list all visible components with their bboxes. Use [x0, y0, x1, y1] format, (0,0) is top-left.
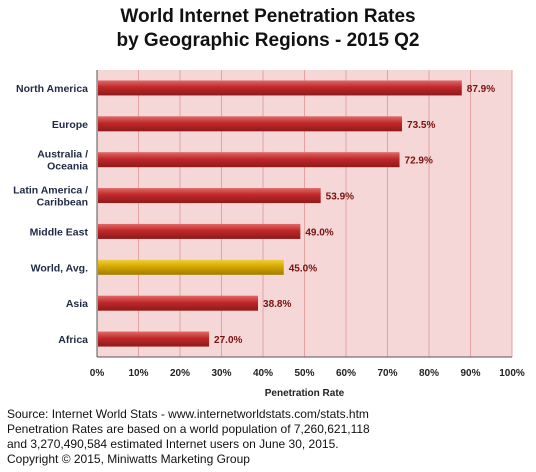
x-tick-label: 40% — [253, 368, 273, 379]
footer-population-line: Penetration Rates are based on a world p… — [7, 422, 370, 436]
category-label: Middle East — [30, 226, 89, 238]
x-tick-label: 50% — [294, 368, 314, 379]
x-tick-label: 100% — [499, 368, 525, 379]
x-tick-label: 30% — [211, 368, 231, 379]
bar-value-label: 72.9% — [405, 156, 433, 167]
bar-value-label: 38.8% — [263, 299, 291, 310]
bar — [98, 295, 259, 311]
chart-subtitle: by Geographic Regions - 2015 Q2 — [116, 30, 420, 51]
bar-value-label: 73.5% — [407, 120, 435, 131]
source-footer: Source: Internet World Stats - www.inter… — [7, 407, 370, 467]
category-label: Oceania — [47, 161, 88, 173]
bar-value-label: 27.0% — [214, 335, 242, 346]
x-tick-label: 10% — [128, 368, 148, 379]
bar — [98, 259, 284, 275]
bar-value-label: 53.9% — [326, 192, 354, 203]
bar — [98, 331, 210, 347]
category-label: North America — [16, 83, 88, 95]
category-label: Europe — [52, 119, 88, 131]
x-tick-label: 90% — [460, 368, 480, 379]
bar-value-label: 87.9% — [467, 84, 495, 95]
x-tick-label: 70% — [377, 368, 397, 379]
bar-value-label: 49.0% — [305, 227, 333, 238]
category-label: Asia — [66, 298, 88, 310]
x-tick-label: 60% — [336, 368, 356, 379]
bar — [98, 223, 301, 239]
bar-value-label: 45.0% — [289, 263, 317, 274]
footer-source-line: Source: Internet World Stats - www.inter… — [7, 407, 369, 421]
footer-users-line: and 3,270,490,584 estimated Internet use… — [7, 437, 339, 451]
x-tick-label: 0% — [90, 368, 105, 379]
x-tick-label: 20% — [170, 368, 190, 379]
x-axis-title: Penetration Rate — [265, 388, 345, 399]
bar — [98, 152, 400, 168]
category-label: Latin America / — [13, 185, 88, 197]
chart-title: World Internet Penetration Rates — [120, 6, 416, 27]
category-label: Australia / — [37, 149, 88, 161]
category-label: Africa — [58, 334, 88, 346]
x-tick-label: 80% — [419, 368, 439, 379]
category-label: World, Avg. — [31, 262, 88, 274]
bar — [98, 188, 321, 204]
bar — [98, 80, 462, 96]
category-label: Caribbean — [37, 197, 88, 209]
footer-copyright-line: Copyright © 2015, Miniwatts Marketing Gr… — [7, 452, 250, 466]
bar — [98, 116, 403, 132]
